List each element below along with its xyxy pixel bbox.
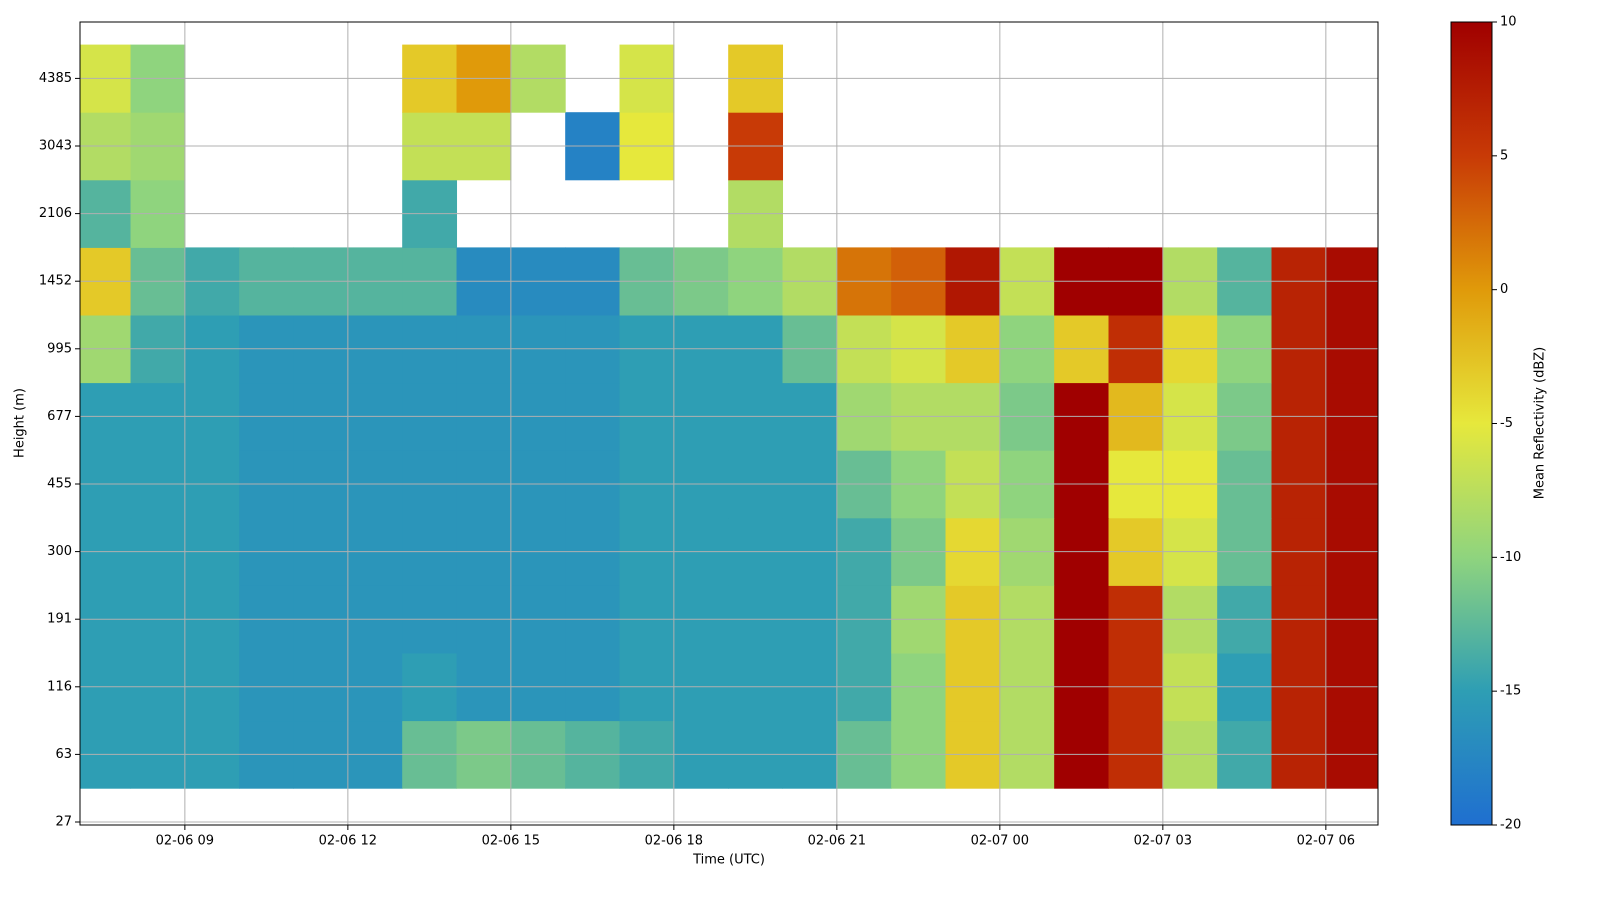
y-tick-label: 455 [47, 477, 72, 492]
plot-frame [79, 21, 1379, 826]
y-tick-label: 1452 [39, 274, 72, 289]
x-tick-label: 02-06 21 [808, 834, 866, 849]
y-tick-label: 191 [47, 612, 72, 627]
colorbar-tick-label: -5 [1500, 416, 1513, 431]
x-tick-label: 02-06 12 [319, 834, 377, 849]
colorbar-label: Mean Reflectivity (dBZ) [1533, 347, 1548, 500]
x-tick-label: 02-07 06 [1297, 834, 1355, 849]
colorbar-tick-label: 5 [1500, 148, 1508, 163]
x-tick-label: 02-07 03 [1134, 834, 1192, 849]
y-tick-label: 3043 [39, 139, 72, 154]
y-tick-label: 995 [47, 341, 72, 356]
y-axis-label: Height (m) [13, 388, 28, 458]
y-tick-label: 63 [55, 747, 72, 762]
y-tick-label: 116 [47, 679, 72, 694]
grid [80, 22, 1378, 825]
y-tick-label: 677 [47, 409, 72, 424]
x-tick-label: 02-06 18 [645, 834, 703, 849]
y-tick-label: 27 [55, 815, 72, 830]
x-tick-label: 02-06 09 [156, 834, 214, 849]
y-tick-label: 4385 [39, 71, 72, 86]
x-tick-label: 02-07 00 [971, 834, 1029, 849]
x-tick-label: 02-06 15 [482, 834, 540, 849]
y-tick-label: 2106 [39, 206, 72, 221]
colorbar-tick-label: 10 [1500, 15, 1517, 30]
colorbar-tick-label: -20 [1500, 818, 1521, 833]
colorbar-tick-label: -15 [1500, 684, 1521, 699]
y-tick-label: 300 [47, 544, 72, 559]
x-axis-label: Time (UTC) [692, 853, 765, 868]
colorbar [1450, 21, 1493, 826]
colorbar-tick-label: 0 [1500, 282, 1508, 297]
colorbar-tick-label: -10 [1500, 550, 1521, 565]
